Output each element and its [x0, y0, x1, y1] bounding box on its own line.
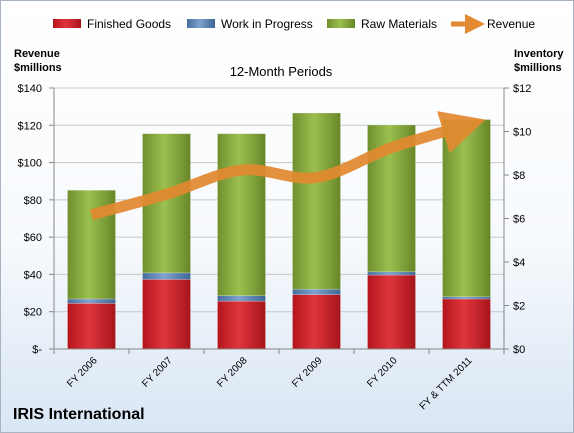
bar-work-in-progress	[217, 295, 266, 302]
bar-raw-materials	[217, 133, 266, 297]
bar-raw-materials	[442, 119, 491, 298]
bar-finished-goods	[292, 294, 341, 350]
bar-finished-goods	[142, 279, 191, 350]
left-tick-label: $100	[18, 158, 42, 170]
legend-label-revenue: Revenue	[487, 17, 535, 31]
x-tick-label: FY 2006	[65, 355, 100, 390]
legend-label-raw-materials: Raw Materials	[361, 17, 437, 31]
bar-raw-materials	[292, 112, 341, 290]
gridlines	[54, 87, 504, 350]
x-tick-label: FY 2010	[365, 355, 400, 390]
left-tick-label: $120	[18, 120, 42, 132]
left-axis-title-line1: Revenue	[14, 48, 60, 60]
bar-work-in-progress	[67, 298, 116, 304]
right-tick-label: $0	[513, 344, 525, 356]
x-tick-label: FY 2009	[290, 355, 325, 390]
right-tick-label: $2	[513, 301, 525, 313]
bar-finished-goods	[442, 298, 491, 350]
right-tick-label: $12	[513, 83, 531, 95]
left-tick-label: $20	[24, 307, 42, 319]
bar-finished-goods	[367, 274, 416, 350]
left-tick-label: $60	[24, 232, 42, 244]
bar-work-in-progress	[292, 288, 341, 295]
left-axis-title-line2: $millions	[14, 62, 62, 74]
right-tick-label: $10	[513, 127, 531, 139]
revenue-line	[90, 111, 486, 221]
chart-title: 12-Month Periods	[230, 64, 333, 79]
left-tick-label: $-	[32, 344, 42, 356]
legend-label-work-in-progress: Work in Progress	[221, 17, 313, 31]
bars	[67, 112, 491, 350]
revenue-line-layer	[90, 111, 486, 221]
right-tick-label: $4	[513, 257, 525, 269]
legend-label-finished-goods: Finished Goods	[87, 17, 171, 31]
legend: Finished Goods Work in Progress Raw Mate…	[53, 14, 535, 34]
right-tick-label: $8	[513, 170, 525, 182]
bar-work-in-progress	[442, 296, 491, 300]
left-tick-label: $140	[18, 83, 42, 95]
left-tick-label: $80	[24, 195, 42, 207]
legend-swatch-finished-goods	[53, 19, 81, 28]
x-tick-label: FY 2008	[215, 355, 250, 390]
right-tick-label: $6	[513, 214, 525, 226]
bar-work-in-progress	[367, 271, 416, 276]
bar-work-in-progress	[142, 272, 191, 280]
left-tick-label: $40	[24, 269, 42, 281]
bar-finished-goods	[67, 303, 116, 350]
right-axis-title-line2: $millions	[514, 62, 562, 74]
company-label: IRIS International	[13, 406, 145, 423]
bar-finished-goods	[217, 300, 266, 350]
right-axis-title-line1: Inventory	[514, 48, 564, 60]
x-tick-label: FY 2007	[140, 355, 175, 390]
legend-swatch-work-in-progress	[187, 19, 215, 28]
legend-swatch-raw-materials	[327, 19, 355, 28]
x-tick-label: FY & TTM 2011	[418, 355, 475, 412]
